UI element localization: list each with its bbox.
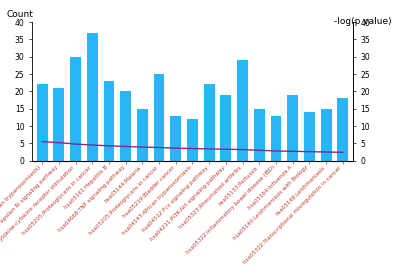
Bar — [271, 116, 282, 161]
Bar — [170, 116, 181, 161]
Bar — [304, 112, 315, 161]
Bar — [237, 60, 248, 161]
Bar — [70, 57, 81, 161]
Bar — [221, 95, 231, 161]
Bar — [87, 32, 98, 161]
Bar — [53, 88, 64, 161]
Bar — [337, 98, 348, 161]
Bar — [254, 109, 265, 161]
Bar — [154, 74, 164, 161]
Bar — [187, 119, 198, 161]
Bar — [103, 81, 114, 161]
Bar — [204, 84, 215, 161]
Y-axis label: -log(p value): -log(p value) — [334, 17, 391, 25]
Bar — [36, 84, 48, 161]
Bar — [120, 91, 131, 161]
Bar — [321, 109, 332, 161]
Y-axis label: Count: Count — [6, 11, 33, 19]
Bar — [137, 109, 148, 161]
Bar — [287, 95, 298, 161]
